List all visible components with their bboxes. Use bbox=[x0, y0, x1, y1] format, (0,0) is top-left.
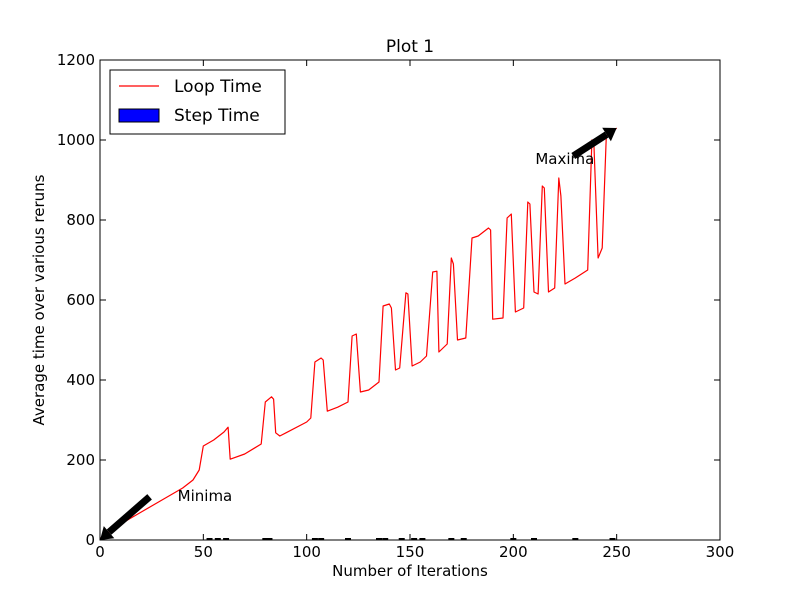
step-time-bar bbox=[572, 538, 579, 540]
minima-arrow-head bbox=[100, 526, 115, 540]
legend: Loop Time Step Time bbox=[109, 69, 286, 135]
chart-title: Plot 1 bbox=[386, 37, 434, 57]
axes-frame bbox=[99, 59, 721, 541]
x-tick-label: 150 bbox=[396, 543, 425, 561]
y-tick-labels: 0 200 400 600 800 1000 1200 bbox=[57, 51, 95, 549]
step-time-bar bbox=[411, 538, 418, 540]
minima-arrow-shaft bbox=[106, 494, 152, 535]
step-time-bar bbox=[398, 538, 405, 540]
legend-box bbox=[109, 69, 286, 135]
maxima-arrow-shaft bbox=[571, 131, 609, 159]
legend-label-loop-time: Loop Time bbox=[174, 77, 262, 97]
y-tick-label: 1200 bbox=[57, 51, 95, 69]
legend-label-step-time: Step Time bbox=[174, 106, 260, 126]
maxima-annotation: Maxima bbox=[535, 150, 594, 168]
step-time-bar bbox=[206, 538, 213, 540]
x-tick-label: 100 bbox=[292, 543, 321, 561]
x-tick-label: 200 bbox=[499, 543, 528, 561]
y-tick-label: 1000 bbox=[57, 131, 95, 149]
step-time-bar bbox=[345, 538, 351, 540]
step-time-bar bbox=[223, 538, 230, 540]
step-time-bar bbox=[262, 538, 269, 540]
x-axis-label: Number of Iterations bbox=[332, 562, 488, 580]
step-time-bar bbox=[531, 538, 537, 540]
step-time-bar bbox=[266, 538, 273, 540]
y-tick-label: 200 bbox=[66, 451, 95, 469]
y-tick-label: 0 bbox=[85, 531, 95, 549]
y-tick-label: 400 bbox=[66, 371, 95, 389]
step-time-bar bbox=[609, 538, 616, 540]
step-time-bar bbox=[510, 538, 517, 540]
minima-annotation: Minima bbox=[178, 487, 233, 505]
loop-time-line bbox=[99, 127, 618, 540]
legend-swatch-step-time bbox=[118, 108, 160, 123]
step-time-bar bbox=[419, 538, 426, 540]
step-time-bar bbox=[311, 538, 318, 540]
y-tick-label: 600 bbox=[66, 291, 95, 309]
y-axis-label: Average time over various reruns bbox=[30, 174, 48, 425]
x-tick-label: 50 bbox=[194, 543, 213, 561]
step-time-bar bbox=[376, 538, 382, 540]
plot-area: Minima Maxima bbox=[99, 127, 618, 540]
step-time-bar bbox=[448, 538, 455, 540]
step-time-bar bbox=[382, 538, 389, 540]
maxima-arrow-head bbox=[602, 127, 617, 142]
step-time-bar bbox=[460, 538, 467, 540]
x-tick-labels: 0 50 100 150 200 250 300 bbox=[95, 543, 734, 561]
step-time-bar bbox=[214, 538, 221, 540]
step-time-bar bbox=[318, 538, 325, 540]
x-tick-label: 300 bbox=[706, 543, 735, 561]
x-tick-label: 250 bbox=[602, 543, 631, 561]
y-tick-label: 800 bbox=[66, 211, 95, 229]
x-tick-label: 0 bbox=[95, 543, 105, 561]
